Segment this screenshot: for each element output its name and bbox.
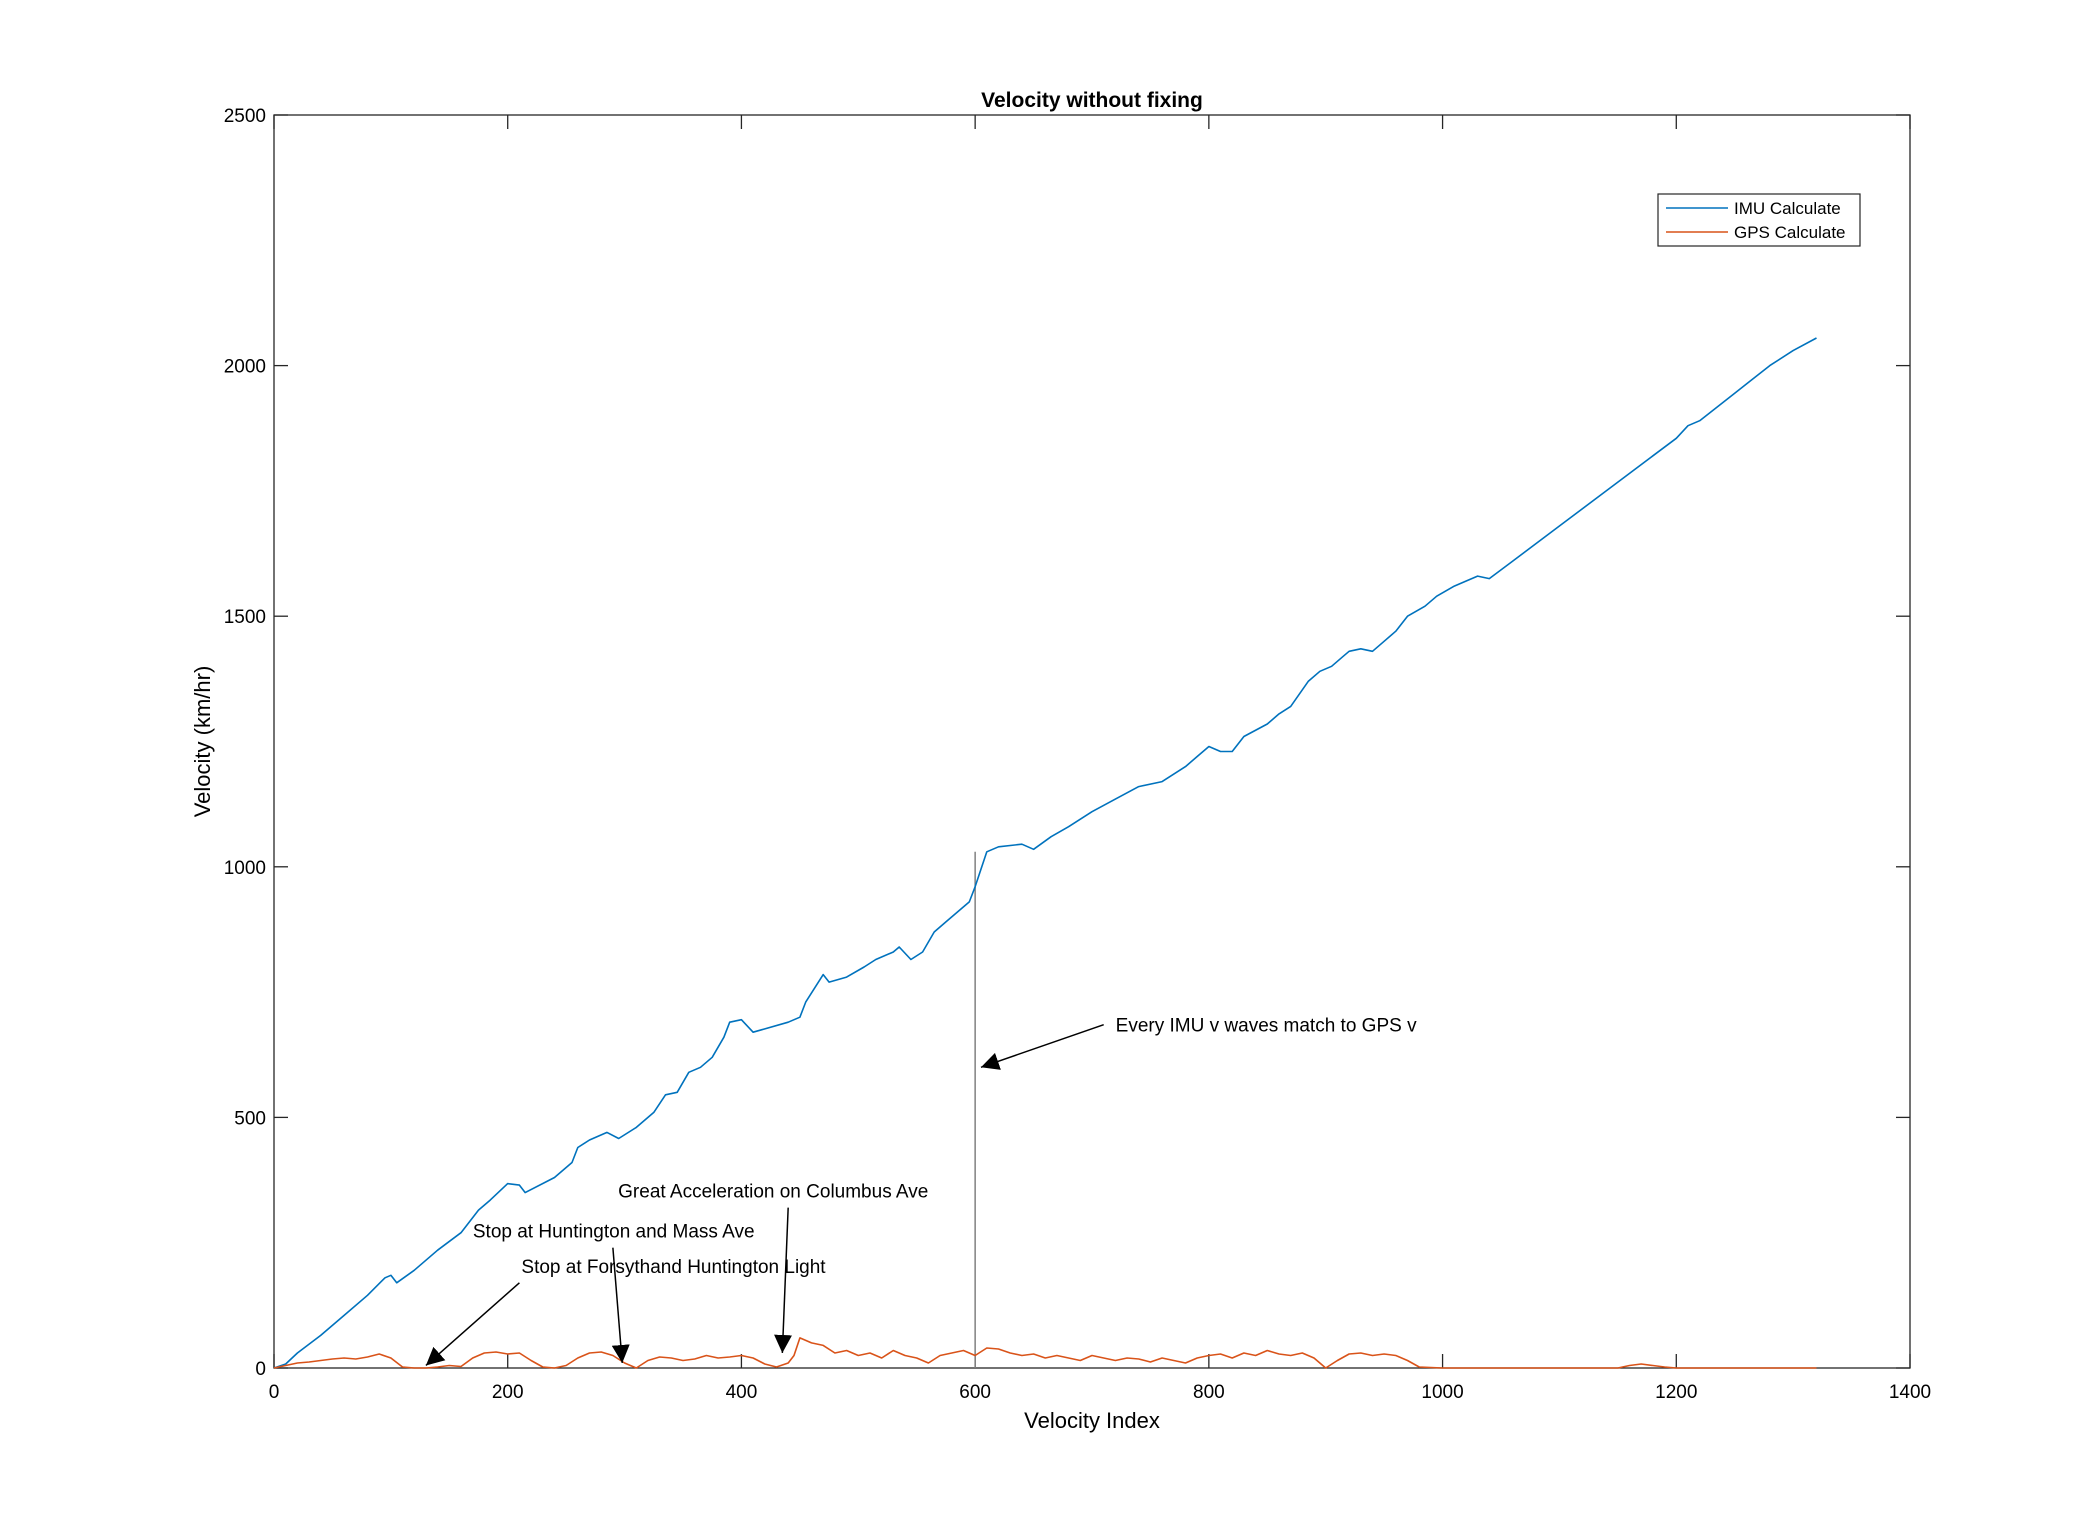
x-tick-label: 200 xyxy=(492,1382,524,1403)
annotation-label: Stop at Forsythand Huntington Light xyxy=(521,1257,826,1278)
x-tick-label: 1200 xyxy=(1655,1382,1697,1403)
x-tick-label: 600 xyxy=(959,1382,991,1403)
chart-title: Velocity without fixing xyxy=(981,89,1203,112)
annotation-arrow xyxy=(425,1282,520,1367)
annotation-label: Every IMU v waves match to GPS v xyxy=(1116,1016,1417,1037)
x-tick-label: 400 xyxy=(726,1382,758,1403)
legend-entry: GPS Calculate xyxy=(1734,223,1846,242)
x-tick-label: 1000 xyxy=(1421,1382,1463,1403)
annotation-arrow xyxy=(980,1023,1104,1070)
y-tick-label: 1000 xyxy=(224,858,266,879)
y-tick-label: 1500 xyxy=(224,607,266,628)
x-axis-label: Velocity Index xyxy=(1024,1408,1160,1433)
annotation-arrow xyxy=(611,1247,630,1364)
y-axis-label: Velocity (km/hr) xyxy=(190,666,215,818)
y-tick-label: 0 xyxy=(255,1359,266,1380)
x-tick-label: 1400 xyxy=(1889,1382,1931,1403)
annotation-label: Great Acceleration on Columbus Ave xyxy=(618,1182,928,1203)
series-line-imu xyxy=(273,337,1817,1369)
x-tick-label: 800 xyxy=(1193,1382,1225,1403)
x-tick-label: 0 xyxy=(269,1382,280,1403)
legend-box xyxy=(1657,193,1861,247)
y-tick-label: 500 xyxy=(234,1108,266,1129)
annotation-arrow xyxy=(774,1207,793,1353)
plot-area xyxy=(273,114,1911,1369)
legend-entry: IMU Calculate xyxy=(1734,199,1841,218)
y-tick-label: 2500 xyxy=(224,106,266,127)
series-line-gps xyxy=(273,1337,1817,1369)
annotation-label: Stop at Huntington and Mass Ave xyxy=(473,1222,755,1243)
y-tick-label: 2000 xyxy=(224,357,266,378)
